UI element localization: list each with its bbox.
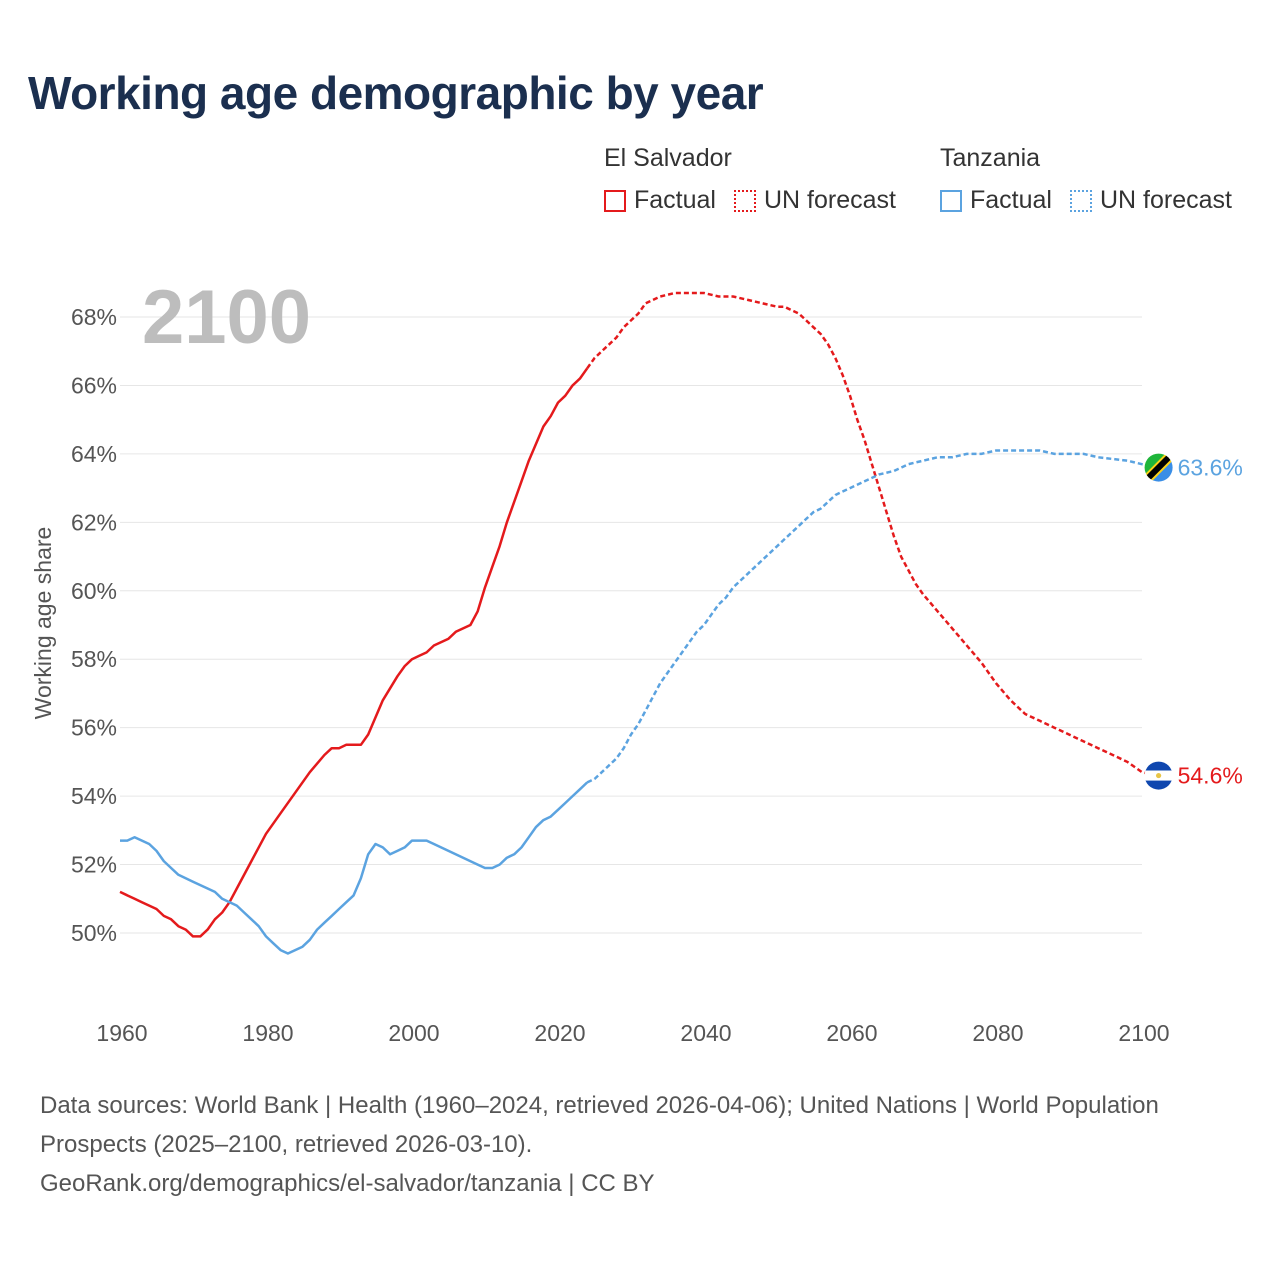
legend-swatch-solid [604,189,626,212]
chart-title: Working age demographic by year [28,67,764,119]
y-tick-label: 52% [71,852,117,878]
x-tick-label: 1980 [242,1020,293,1046]
legend-item-factual[interactable]: Factual [604,186,716,215]
flag-emblem [1156,772,1162,779]
flag-el-salvador-icon [1144,761,1173,790]
y-tick-label: 56% [71,715,117,741]
x-tick-label: 1960 [96,1020,147,1046]
x-axis: 1960 1980 2000 2020 2040 2060 2080 2100 [96,1020,1169,1046]
y-axis: 50% 52% 54% 56% 58% 60% 62% 64% 66% 68% [71,304,117,946]
legend-label: Factual [970,186,1052,214]
y-axis-label: Working age share [30,527,56,720]
legend-item-forecast[interactable]: UN forecast [733,186,896,215]
y-tick-label: 58% [71,646,117,672]
legend-item-forecast[interactable]: UN forecast [1069,186,1232,215]
legend-label: UN forecast [1099,186,1232,214]
legend-swatch-solid [940,189,962,212]
x-tick-label: 2020 [534,1020,585,1046]
y-tick-label: 50% [71,920,117,946]
x-tick-label: 2000 [388,1020,439,1046]
series-line-tanzania-factual [120,781,589,955]
x-tick-label: 2060 [826,1020,877,1046]
legend-swatch-dotted [1069,189,1092,212]
series-line-tanzania-forecast [586,449,1157,784]
x-tick-label: 2080 [972,1020,1023,1046]
y-tick-label: 60% [71,578,117,604]
end-value-label: 54.6% [1178,763,1243,789]
y-tick-label: 54% [71,783,117,809]
legend-group-name: Tanzania [940,144,1041,172]
gridlines [120,316,1142,934]
y-tick-label: 68% [71,304,117,330]
flag-tanzania-icon [1144,453,1173,482]
source-line-1: Data sources: World Bank | Health (1960–… [40,1092,1159,1158]
source-note: Data sources: World Bank | Health (1960–… [40,1086,1200,1203]
legend-item-factual[interactable]: Factual [940,186,1052,215]
legend-group-name: El Salvador [604,144,732,172]
legend-el-salvador: El Salvador Factual UN forecast [604,144,914,215]
year-indicator: 2100 [142,275,311,360]
y-tick-label: 62% [71,509,117,535]
x-tick-label: 2040 [680,1020,731,1046]
flag-band-bottom [1144,780,1173,790]
flag-tanzania [1144,453,1173,482]
series-line-el-salvador-forecast [586,291,1157,777]
legend-tanzania: Tanzania Factual UN forecast [940,144,1250,215]
series-lines [119,291,1157,955]
end-value-label: 63.6% [1178,455,1243,481]
series-line-el-salvador-factual [119,367,589,938]
source-line-2[interactable]: GeoRank.org/demographics/el-salvador/tan… [40,1170,655,1197]
y-tick-label: 64% [71,441,117,467]
flag-band-top [1144,761,1173,771]
end-markers: 54.6% 63.6% [1144,453,1243,790]
x-tick-label: 2100 [1118,1020,1169,1046]
legend-swatch-dotted [733,189,756,212]
legend-label: UN forecast [763,186,896,214]
y-tick-label: 66% [71,372,117,398]
flag-el-salvador [1144,761,1173,790]
legend-label: Factual [634,186,716,214]
